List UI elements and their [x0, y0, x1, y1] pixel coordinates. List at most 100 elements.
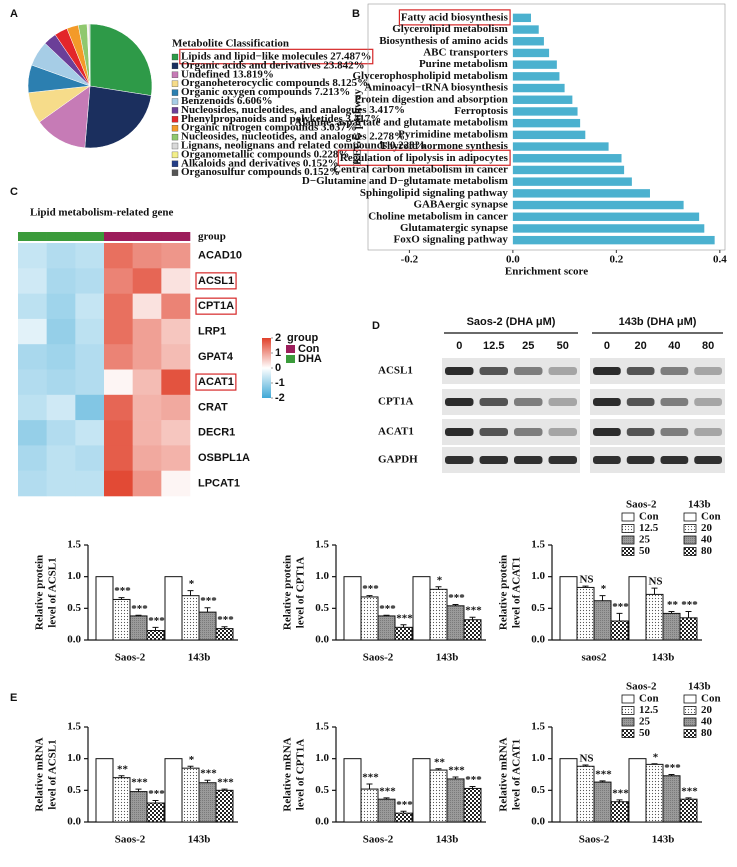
heat-cell: [18, 318, 47, 345]
significance-label: NS: [579, 753, 593, 765]
bar: [129, 791, 148, 823]
colorbar-label: 1: [275, 347, 281, 359]
bar: [95, 576, 114, 641]
x-tick-label: saos2: [581, 652, 607, 664]
bar: [512, 189, 650, 198]
highlight-box: [179, 48, 374, 65]
significance-label: *: [437, 574, 443, 586]
legend-label: Con: [639, 511, 659, 523]
legend-label: 50: [639, 545, 651, 557]
significance-label: ***: [595, 768, 612, 780]
heat-cell: [161, 268, 191, 294]
bar: [512, 107, 578, 116]
blot-band: [445, 456, 474, 464]
group-bar: [132, 232, 162, 241]
error-bar: [221, 626, 228, 629]
error-bar: [204, 779, 211, 783]
legend-swatch: [171, 98, 179, 105]
legend-label: 12.5: [639, 522, 659, 534]
y-tick-label: 1.5: [315, 539, 329, 551]
bar: [559, 758, 578, 823]
y-tick-label: Fatty acid biosynthesis: [401, 11, 509, 23]
heat-cell: [46, 268, 76, 294]
blot-band: [593, 428, 621, 436]
error-bar: [582, 585, 589, 588]
legend-label: Organoheterocyclic compounds 8.125%: [181, 77, 368, 89]
bar: [512, 118, 581, 128]
bar: [512, 60, 557, 69]
group-bar: [18, 232, 47, 241]
legend-swatch: [171, 151, 179, 159]
x-tick-label: Saos-2: [363, 834, 394, 846]
significance-label: ***: [200, 595, 217, 607]
heat-cell: [104, 470, 133, 497]
x-tick-label: 143b: [188, 652, 211, 664]
error-bar: [685, 611, 692, 618]
error-bar: [452, 604, 459, 606]
y-tick-label: FoxO signaling pathway: [394, 234, 509, 246]
legend-label: Con: [298, 343, 320, 355]
lane-label: 25: [522, 340, 534, 352]
significance-label: NS: [579, 574, 593, 586]
significance-label: ***: [465, 774, 482, 786]
legend-swatch: [171, 142, 179, 150]
row-label: CRAT: [198, 401, 228, 413]
y-tick-label: D−Glutamine and D−glutamate metabolism: [302, 175, 508, 187]
blot-band: [660, 456, 689, 464]
heat-cell: [18, 470, 47, 497]
error-bar: [366, 783, 373, 790]
row-label: ACAD10: [198, 250, 242, 262]
significance-label: *: [653, 751, 659, 763]
significance-label: ***: [362, 583, 379, 595]
significance-label: ***: [681, 785, 698, 797]
legend-label: Organometallic compounds 0.228%: [181, 148, 349, 160]
highlight-box: [195, 373, 237, 391]
y-tick-label: 0.0: [315, 634, 329, 646]
row-label: CPT1A: [198, 300, 234, 312]
row-label: OSBPL1A: [198, 452, 250, 464]
bar: [429, 588, 448, 641]
y-axis-label: level of ACAT1: [511, 557, 523, 628]
legend-swatch: [621, 524, 635, 533]
bar: [394, 812, 413, 823]
significance-label: ***: [465, 605, 482, 617]
bar: [512, 154, 622, 163]
error-bar: [668, 774, 675, 776]
bar: [343, 758, 362, 823]
legend-swatch: [171, 169, 179, 176]
row-label: ACSL1: [198, 275, 234, 287]
row-label: LRP1: [198, 325, 226, 337]
blot-band: [694, 456, 722, 464]
heat-cell: [18, 420, 47, 446]
blot-band: [548, 398, 577, 406]
panel-label: D: [372, 320, 380, 332]
legend-title: 143b: [688, 681, 711, 693]
bar: [112, 777, 131, 823]
bar: [559, 576, 578, 641]
error-bar: [599, 780, 606, 783]
y-tick-label: 1.0: [315, 570, 329, 582]
heat-cell: [132, 243, 162, 269]
y-tick-label: Sphingolipid signaling pathway: [360, 187, 508, 199]
heat-cell: [161, 470, 191, 497]
legend-title: Metabolite Classification: [172, 38, 289, 50]
error-bar: [152, 626, 159, 631]
legend-label: Undefined 13.819%: [181, 68, 274, 80]
y-axis-label: level of CPT1A: [295, 557, 307, 629]
legend-label: Nucleosides, nucleotides, and analogues …: [181, 131, 405, 143]
colorbar-label: -2: [275, 392, 285, 404]
significance-label: ***: [217, 614, 234, 626]
bar: [512, 48, 550, 58]
error-bar: [469, 616, 476, 620]
blot-group-title: 143b (DHA μM): [619, 316, 697, 328]
heat-cell: [132, 445, 162, 471]
error-bar: [469, 786, 476, 789]
y-tick-label: 0.5: [531, 602, 545, 614]
lane-label: 50: [557, 340, 569, 352]
error-bar: [221, 788, 228, 791]
legend-label: Organic nitrogen compounds 3.037%: [181, 122, 357, 134]
y-tick-label: 1.0: [67, 570, 81, 582]
y-tick-label: 1.5: [531, 539, 545, 551]
heat-cell: [161, 420, 191, 446]
x-tick-label: Saos-2: [579, 834, 610, 846]
